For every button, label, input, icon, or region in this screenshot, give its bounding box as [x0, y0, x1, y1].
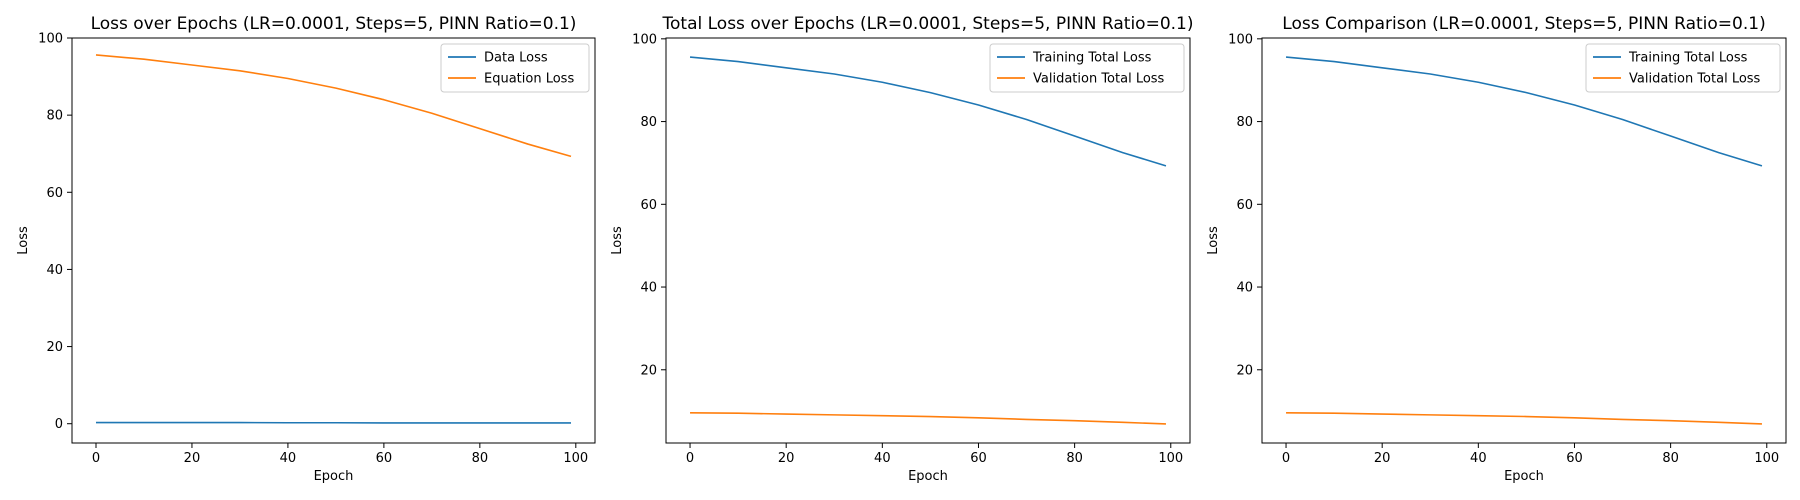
plot-frame [1261, 37, 1787, 444]
series-line-1 [1285, 56, 1763, 167]
legend-label-2: Equation Loss [484, 72, 574, 87]
x-tick-label: 20 [778, 451, 795, 466]
y-tick-label: 80 [640, 115, 657, 130]
x-tick-label: 40 [280, 451, 297, 466]
legend-label-2: Validation Total Loss [1033, 72, 1165, 87]
y-tick-label: 80 [1236, 115, 1253, 130]
series-line-2 [690, 412, 1166, 425]
legend-box [440, 43, 590, 93]
x-tick-label: 80 [1066, 451, 1083, 466]
y-tick-label: 20 [1236, 363, 1253, 378]
legend: Data Loss Equation Loss [440, 43, 590, 93]
y-tick-label: 40 [640, 281, 657, 296]
legend-label-2: Validation Total Loss [1629, 72, 1761, 87]
series-line-2 [95, 54, 572, 158]
y-axis-label: Loss [16, 226, 31, 255]
x-tick-label: 0 [686, 451, 694, 466]
x-tick-label: 0 [92, 451, 100, 466]
y-tick-label: 20 [640, 363, 657, 378]
x-tick-label: 0 [1282, 451, 1290, 466]
x-tick-label: 20 [1374, 451, 1391, 466]
x-axis-label: Epoch [1504, 469, 1544, 484]
x-axis-label: Epoch [908, 469, 948, 484]
y-axis-label: Loss [610, 226, 625, 255]
x-tick-label: 80 [1662, 451, 1679, 466]
x-tick-label: 20 [184, 451, 201, 466]
y-tick-label: 40 [46, 263, 63, 278]
x-tick-label: 100 [1158, 451, 1183, 466]
y-tick-label: 60 [640, 198, 657, 213]
chart-panel-2: Total Loss over Epochs (LR=0.0001, Steps… [610, 14, 1193, 484]
chart-title: Loss over Epochs (LR=0.0001, Steps=5, PI… [91, 14, 577, 34]
legend-box [1585, 43, 1781, 93]
chart-panel-1: Loss over Epochs (LR=0.0001, Steps=5, PI… [16, 14, 596, 484]
x-tick-label: 100 [1754, 451, 1779, 466]
y-tick-label: 80 [46, 109, 63, 124]
x-tick-label: 40 [874, 451, 891, 466]
legend-box [989, 43, 1185, 93]
x-axis-label: Epoch [314, 469, 354, 484]
y-tick-label: 100 [1228, 32, 1253, 47]
legend-label-1: Data Loss [484, 51, 548, 66]
chart-title: Total Loss over Epochs (LR=0.0001, Steps… [662, 14, 1194, 34]
x-tick-label: 40 [1470, 451, 1487, 466]
series-line-1 [689, 56, 1167, 167]
y-tick-label: 40 [1236, 281, 1253, 296]
y-axis-label: Loss [1206, 226, 1221, 255]
x-tick-label: 100 [563, 451, 588, 466]
chart-panel-3: Loss Comparison (LR=0.0001, Steps=5, PIN… [1206, 14, 1787, 484]
x-tick-label: 80 [472, 451, 489, 466]
x-tick-label: 60 [970, 451, 987, 466]
legend: Training Total Loss Validation Total Loss [1585, 43, 1781, 93]
x-tick-label: 60 [376, 451, 393, 466]
legend: Training Total Loss Validation Total Loss [989, 43, 1185, 93]
y-tick-label: 0 [55, 417, 63, 432]
y-tick-label: 60 [1236, 198, 1253, 213]
y-tick-label: 100 [38, 32, 63, 47]
y-tick-label: 100 [632, 32, 657, 47]
y-tick-label: 20 [46, 340, 63, 355]
x-tick-label: 60 [1566, 451, 1583, 466]
legend-label-1: Training Total Loss [1628, 51, 1748, 66]
plot-frame [71, 37, 596, 444]
chart-title: Loss Comparison (LR=0.0001, Steps=5, PIN… [1282, 14, 1765, 34]
series-line-2 [1286, 412, 1762, 425]
plot-frame [665, 37, 1191, 444]
y-tick-label: 60 [46, 186, 63, 201]
legend-label-1: Training Total Loss [1032, 51, 1152, 66]
